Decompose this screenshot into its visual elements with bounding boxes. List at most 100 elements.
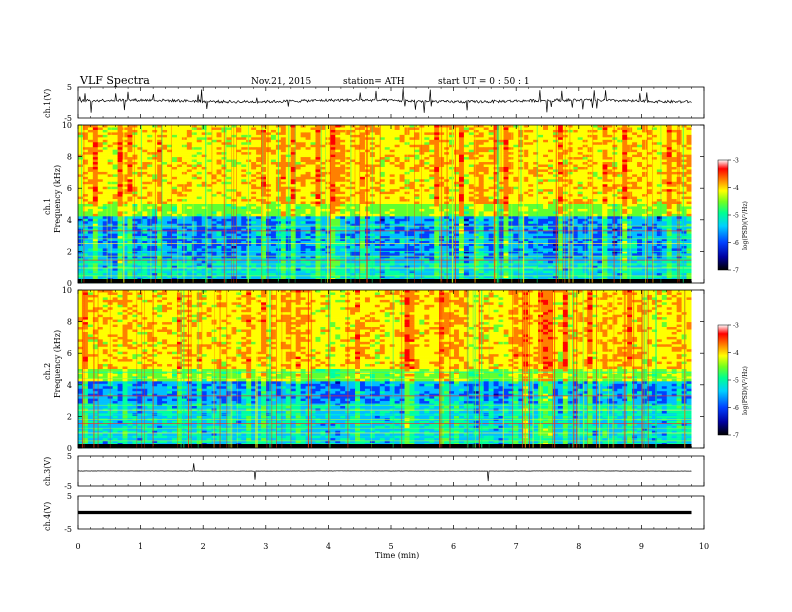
spectrogram-cell: [395, 177, 400, 180]
spectrogram-cell: [400, 125, 405, 128]
spectrogram-cell: [449, 162, 454, 165]
spectrogram-cell: [637, 137, 642, 140]
spectrogram-cell: [409, 152, 414, 155]
spectrogram-cell: [226, 169, 231, 172]
spectrogram-cell: [454, 145, 459, 148]
spectrogram-cell: [508, 147, 513, 150]
spectrogram-cell: [543, 172, 548, 175]
spectrogram-cell: [98, 130, 103, 133]
spectrogram-cell: [93, 152, 98, 155]
spectrogram-cell: [335, 135, 340, 138]
spectrogram-cell: [538, 140, 543, 143]
spectrogram-cell: [662, 165, 667, 168]
spectrogram-cell: [464, 140, 469, 143]
spectrogram-cell: [632, 177, 637, 180]
spectrogram-cell: [409, 142, 414, 145]
spectrogram-cell: [236, 150, 241, 153]
spectrogram-cell: [687, 140, 692, 143]
spectrogram-cell: [503, 127, 508, 130]
spectrogram-cell: [152, 167, 157, 170]
spectrogram-cell: [108, 125, 113, 128]
spectrogram-cell: [395, 135, 400, 138]
spectrogram-cell: [637, 162, 642, 165]
spectrogram-cell: [162, 165, 167, 168]
spectrogram-cell: [375, 147, 380, 150]
spectrogram-cell: [78, 125, 83, 128]
spectrogram-cell: [593, 140, 598, 143]
spectrogram-cell: [672, 160, 677, 163]
spectrogram-cell: [489, 135, 494, 138]
spectrogram-cell: [251, 179, 256, 182]
spectrogram-cell: [241, 177, 246, 180]
spectrogram-cell: [503, 172, 508, 175]
spectrogram-cell: [256, 177, 261, 180]
spectrogram-cell: [553, 147, 558, 150]
spectrogram-cell: [108, 130, 113, 133]
spectrogram-cell: [236, 147, 241, 150]
spectrogram-cell: [484, 165, 489, 168]
spectrogram-cell: [454, 160, 459, 163]
spectrogram-cell: [667, 135, 672, 138]
spectrogram-cell: [459, 155, 464, 158]
spectrogram-cell: [108, 150, 113, 153]
spectrogram-cell: [459, 145, 464, 148]
spectrogram-cell: [93, 155, 98, 158]
spectrogram-cell: [548, 174, 553, 177]
spectrogram-cell: [142, 127, 147, 130]
spectrogram-cell: [409, 132, 414, 135]
spectrogram-cell: [395, 157, 400, 160]
spectrogram-cell: [127, 132, 132, 135]
spectrogram-cell: [256, 165, 261, 168]
spectrogram-cell: [657, 140, 662, 143]
spectrogram-cell: [637, 174, 642, 177]
spectrogram-cell: [311, 137, 316, 140]
spectrogram-cell: [687, 177, 692, 180]
spectrogram-cell: [142, 167, 147, 170]
spectrogram-cell: [340, 157, 345, 160]
spectrogram-cell: [489, 140, 494, 143]
spectrogram-cell: [375, 174, 380, 177]
spectrogram-cell: [469, 177, 474, 180]
spectrogram-cell: [93, 172, 98, 175]
spectrogram-cell: [489, 142, 494, 145]
spectrogram-cell: [459, 125, 464, 128]
spectrogram-cell: [296, 179, 301, 182]
spectrogram-cell: [251, 167, 256, 170]
spectrogram-cell: [434, 132, 439, 135]
spectrogram-cell: [414, 155, 419, 158]
spectrogram-cell: [424, 157, 429, 160]
spectrogram-cell: [301, 135, 306, 138]
spectrogram-cell: [543, 177, 548, 180]
spectrogram-cell: [93, 145, 98, 148]
date-label: Nov.21, 2015: [251, 77, 312, 87]
spectrogram-cell: [113, 127, 118, 130]
spectrogram-cell: [687, 174, 692, 177]
spectrogram-cell: [578, 135, 583, 138]
spectrogram-cell: [281, 174, 286, 177]
spectrogram-cell: [632, 130, 637, 133]
spectrogram-cell: [424, 147, 429, 150]
spectrogram-cell: [296, 165, 301, 168]
spectrogram-cell: [489, 150, 494, 153]
spectrogram-cell: [434, 140, 439, 143]
spectrogram-cell: [553, 172, 558, 175]
spectrogram-cell: [335, 147, 340, 150]
spectrogram-cell: [632, 127, 637, 130]
spectrogram-cell: [162, 150, 167, 153]
spectrogram-cell: [528, 137, 533, 140]
spectrogram-cell: [400, 179, 405, 182]
spectrogram-cell: [414, 152, 419, 155]
spectrogram-cell: [395, 130, 400, 133]
spectrogram-cell: [419, 174, 424, 177]
spectrogram-cell: [489, 137, 494, 140]
spectrogram-cell: [672, 125, 677, 128]
spectrogram-cell: [434, 145, 439, 148]
spectrogram-cell: [340, 177, 345, 180]
spectrogram-cell: [469, 150, 474, 153]
spectrogram-cell: [429, 152, 434, 155]
spectrogram-cell: [612, 172, 617, 175]
spectrogram-cell: [400, 130, 405, 133]
spectrogram-cell: [88, 145, 93, 148]
spectrogram-cell: [548, 127, 553, 130]
spectrogram-cell: [98, 150, 103, 153]
